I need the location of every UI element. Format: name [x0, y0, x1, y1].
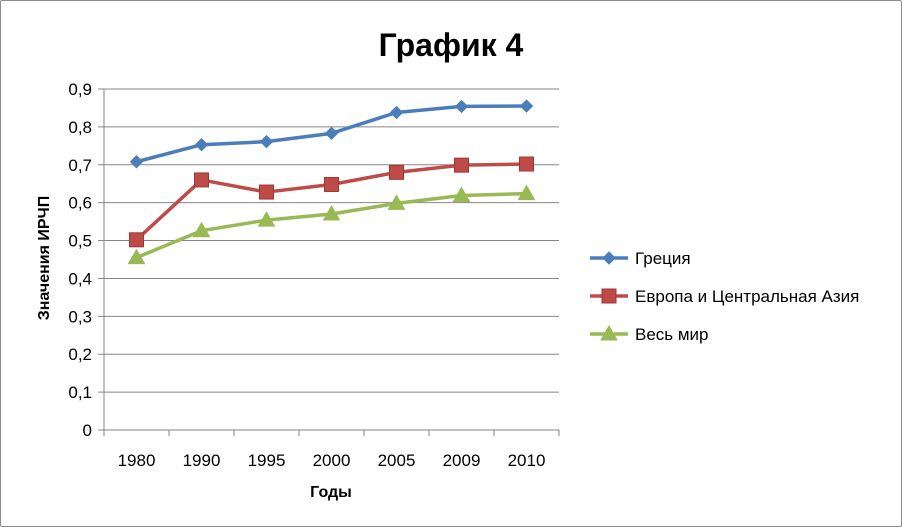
- data-point: [259, 134, 274, 149]
- data-point: [127, 248, 146, 265]
- legend-label: Европа и Центральная Азия: [635, 287, 859, 306]
- data-point: [454, 99, 469, 114]
- data-point: [192, 221, 211, 238]
- data-point: [129, 155, 144, 169]
- legend-marker: [600, 324, 618, 341]
- legend-label: Весь мир: [635, 325, 709, 344]
- data-point: [194, 137, 209, 152]
- y-tick-label: 0,9: [68, 80, 92, 99]
- legend-label: Греция: [635, 249, 691, 268]
- data-point: [389, 105, 404, 120]
- y-axis-label: Значения ИРЧП: [36, 196, 53, 321]
- x-tick-label: 2010: [508, 451, 546, 470]
- data-point: [194, 172, 209, 188]
- data-point: [519, 156, 534, 172]
- y-tick-label: 0: [83, 421, 92, 440]
- data-point: [257, 211, 276, 227]
- y-tick-label: 0,7: [68, 156, 92, 175]
- x-axis-label: Годы: [310, 484, 352, 501]
- data-point: [387, 194, 406, 210]
- y-tick-label: 0,3: [68, 307, 92, 326]
- y-tick-label: 0,6: [68, 194, 92, 213]
- y-tick-label: 0,5: [68, 232, 92, 251]
- y-tick-label: 0,4: [68, 269, 92, 288]
- x-tick-label: 1990: [183, 451, 221, 470]
- x-tick-label: 2009: [443, 451, 481, 470]
- data-point: [517, 184, 536, 201]
- data-point: [389, 164, 404, 180]
- data-point: [454, 157, 469, 173]
- data-point: [322, 205, 341, 221]
- y-tick-label: 0,8: [68, 118, 92, 137]
- data-point: [129, 232, 144, 248]
- data-point: [324, 126, 339, 141]
- legend-marker: [602, 251, 616, 265]
- data-point: [259, 184, 274, 200]
- x-tick-label: 1995: [248, 451, 286, 470]
- x-tick-label: 1980: [118, 451, 156, 470]
- x-tick-label: 2005: [378, 451, 416, 470]
- x-tick-label: 2000: [313, 451, 351, 470]
- data-point: [452, 186, 471, 202]
- chart-title: График 4: [379, 27, 524, 63]
- data-point: [519, 99, 534, 113]
- series-line: [135, 191, 527, 260]
- y-tick-label: 0,1: [68, 383, 92, 402]
- data-point: [324, 176, 339, 192]
- legend-marker: [601, 288, 617, 304]
- y-tick-label: 0,2: [68, 345, 92, 364]
